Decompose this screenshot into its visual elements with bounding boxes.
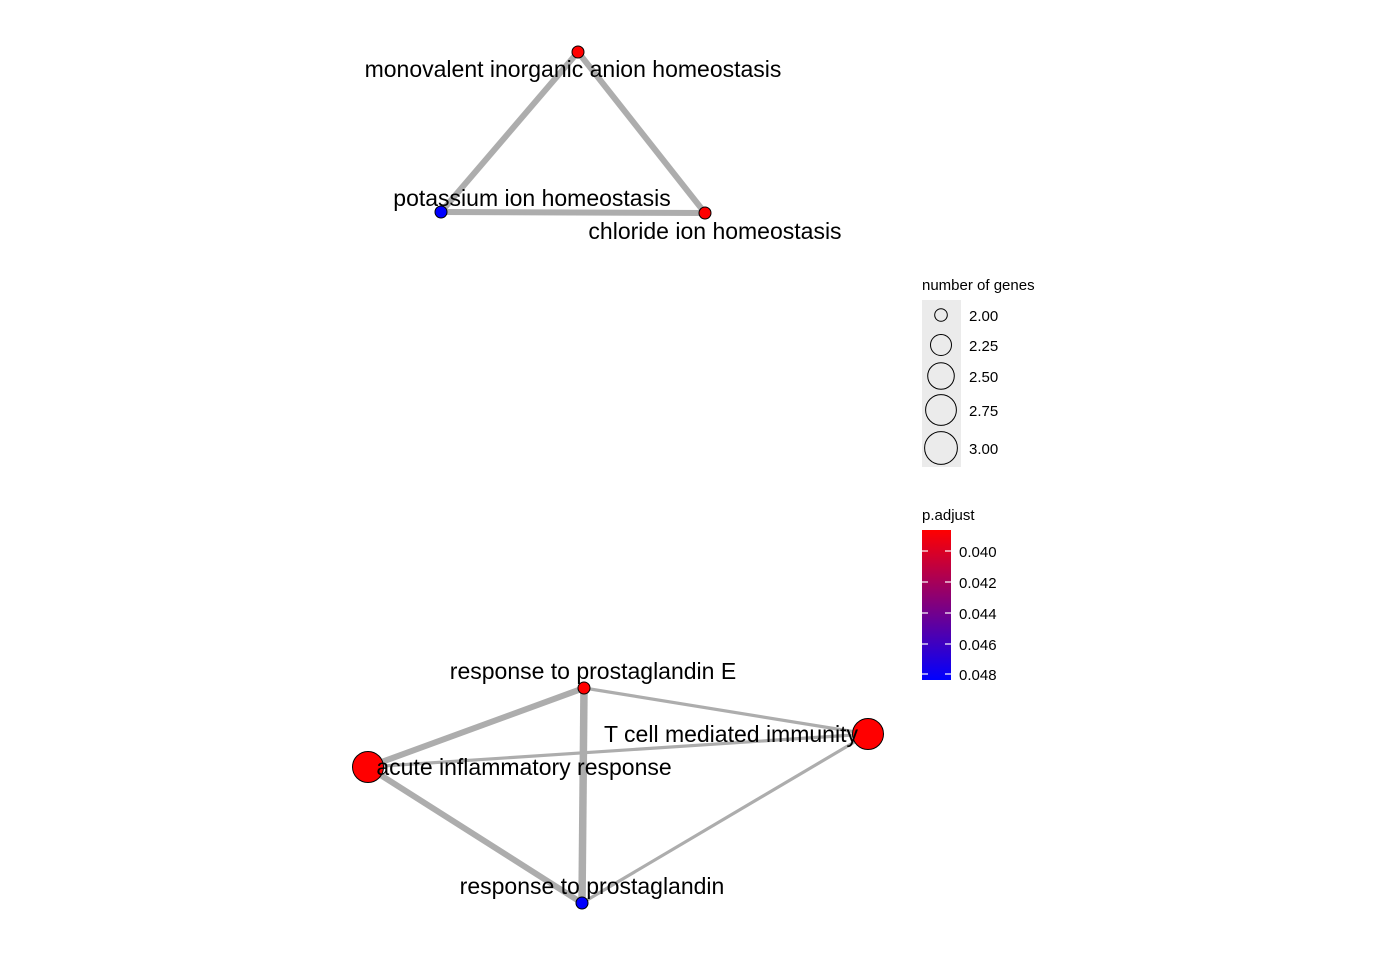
node-label-pge: response to prostaglandin E bbox=[450, 658, 736, 684]
nodes-layer bbox=[352, 45, 884, 910]
node-tcell bbox=[852, 718, 884, 750]
edge-pge-acute bbox=[366, 685, 586, 770]
node-label-potassium: potassium ion homeostasis bbox=[393, 185, 670, 211]
colorbar-tick-label: 0.042 bbox=[959, 575, 997, 592]
color-legend-title: p.adjust bbox=[922, 507, 975, 524]
size-legend-circle bbox=[924, 431, 958, 465]
edge-monovalent-potassium bbox=[438, 50, 581, 214]
node-monovalent bbox=[571, 45, 585, 59]
node-pg bbox=[575, 896, 589, 910]
edges-layer bbox=[366, 50, 869, 906]
colorbar-tick-label: 0.044 bbox=[959, 606, 997, 623]
node-label-monovalent: monovalent inorganic anion homeostasis bbox=[365, 56, 782, 82]
node-chloride bbox=[698, 206, 712, 220]
node-label-acute: acute inflammatory response bbox=[376, 754, 671, 780]
node-acute bbox=[352, 751, 384, 783]
size-legend-key-background bbox=[922, 300, 961, 467]
edge-monovalent-chloride bbox=[575, 50, 708, 215]
color-legend: p.adjust 0.040 0.042 0.044 0.046 0.048 bbox=[922, 507, 997, 684]
color-legend-ticks: 0.040 0.042 0.044 0.046 0.048 bbox=[922, 544, 997, 684]
edge-pge-pg bbox=[578, 687, 588, 904]
edge-acute-pg bbox=[366, 764, 584, 906]
colorbar-tick-label: 0.048 bbox=[959, 667, 997, 684]
size-legend-circle bbox=[934, 308, 948, 322]
node-label-tcell: T cell mediated immunity bbox=[604, 721, 858, 747]
size-legend-items: 2.00 2.25 2.50 2.75 3.00 bbox=[924, 308, 998, 465]
colorbar-tick-label: 0.046 bbox=[959, 637, 997, 654]
color-legend-colorbar bbox=[922, 530, 951, 680]
labels-layer: monovalent inorganic anion homeostasis po… bbox=[365, 56, 859, 899]
size-legend-title: number of genes bbox=[922, 277, 1035, 294]
size-legend-circle bbox=[930, 334, 952, 356]
edge-acute-tcell bbox=[367, 732, 869, 769]
size-legend-circle bbox=[925, 394, 957, 426]
size-legend-circle bbox=[927, 362, 955, 390]
edge-potassium-chloride bbox=[440, 209, 706, 216]
edge-pge-tcell bbox=[583, 686, 869, 736]
colorbar-tick-label: 0.040 bbox=[959, 544, 997, 561]
node-label-pg: response to prostaglandin bbox=[460, 873, 725, 899]
node-pge bbox=[577, 681, 591, 695]
size-legend-label: 3.00 bbox=[969, 441, 998, 458]
size-legend-label: 2.75 bbox=[969, 403, 998, 420]
node-potassium bbox=[434, 205, 448, 219]
edge-tcell-pg bbox=[581, 732, 869, 905]
size-legend-label: 2.00 bbox=[969, 308, 998, 325]
size-legend-label: 2.50 bbox=[969, 369, 998, 386]
size-legend-label: 2.25 bbox=[969, 338, 998, 355]
node-label-chloride: chloride ion homeostasis bbox=[588, 218, 841, 244]
size-legend: number of genes 2.00 2.25 2.50 2.75 3.00 bbox=[922, 277, 1035, 467]
